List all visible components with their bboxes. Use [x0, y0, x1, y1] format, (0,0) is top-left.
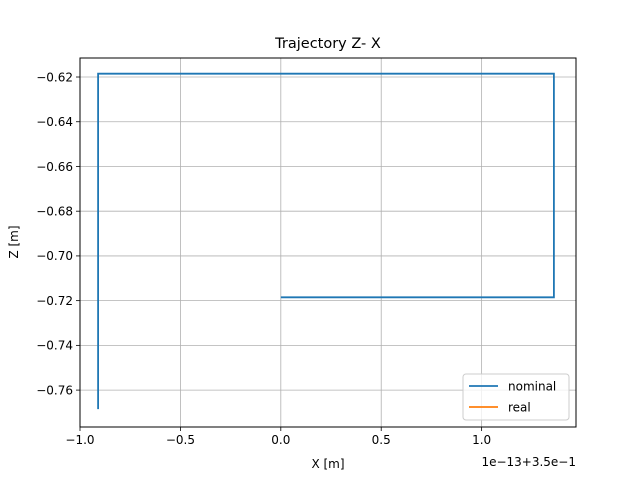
y-tick-label: −0.74 [36, 339, 73, 353]
y-tick-label: −0.64 [36, 115, 73, 129]
x-tick-label: −1.0 [65, 433, 94, 447]
series-line-nominal [97, 72, 555, 410]
x-tick-label: 1.0 [472, 433, 491, 447]
chart-title: Trajectory Z- X [274, 36, 381, 52]
x-tick-label: 0.0 [271, 433, 290, 447]
y-tick-label: −0.70 [36, 249, 73, 263]
y-tick-label: −0.62 [36, 70, 73, 84]
plot-series [97, 72, 555, 410]
y-tick-label: −0.76 [36, 383, 73, 397]
y-tick-label: −0.66 [36, 160, 73, 174]
plot-frame [79, 57, 577, 428]
y-tick-label: −0.72 [36, 294, 73, 308]
x-axis-offset-text: 1e−13+3.5e−1 [481, 455, 576, 469]
y-axis-label: Z [m] [7, 225, 21, 258]
x-tick-label: −0.5 [166, 433, 195, 447]
y-tick-label: −0.68 [36, 204, 73, 218]
legend-label-real: real [508, 401, 531, 415]
grid [79, 58, 576, 427]
x-tick-label: 0.5 [372, 433, 391, 447]
legend: nominal real [462, 373, 570, 421]
x-axis: −1.0 −0.5 0.0 0.5 1.0 [65, 427, 491, 447]
legend-label-nominal: nominal [508, 380, 556, 394]
y-axis: −0.62 −0.64 −0.66 −0.68 −0.70 −0.72 −0.74 −0.76 [36, 70, 80, 397]
x-axis-label: X [m] [311, 457, 344, 471]
